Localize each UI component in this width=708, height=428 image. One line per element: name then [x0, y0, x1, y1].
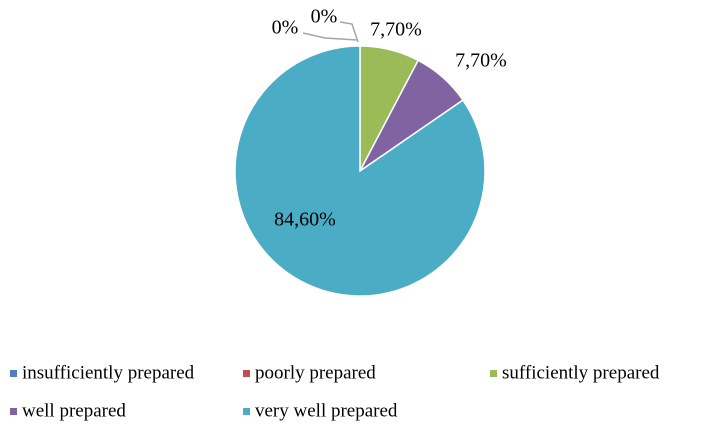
- legend-swatch: [243, 370, 250, 377]
- legend-swatch: [243, 408, 250, 415]
- legend-label: insufficiently prepared: [22, 362, 195, 383]
- pie-slice: [234, 45, 486, 297]
- legend-label: very well prepared: [255, 400, 398, 421]
- data-label: 84,60%: [274, 209, 336, 231]
- leader-line: [302, 32, 358, 41]
- legend-swatch: [10, 370, 17, 377]
- data-label: 0%: [311, 6, 338, 28]
- legend-swatch: [490, 370, 497, 377]
- data-label: 7,70%: [370, 19, 422, 41]
- legend-label: well prepared: [22, 400, 126, 421]
- data-label: 0%: [272, 17, 299, 39]
- legend-label: poorly prepared: [255, 362, 376, 383]
- leader-line: [339, 21, 359, 43]
- legend-swatch: [10, 408, 17, 415]
- legend-label: sufficiently prepared: [502, 362, 660, 383]
- data-label: 7,70%: [455, 50, 507, 72]
